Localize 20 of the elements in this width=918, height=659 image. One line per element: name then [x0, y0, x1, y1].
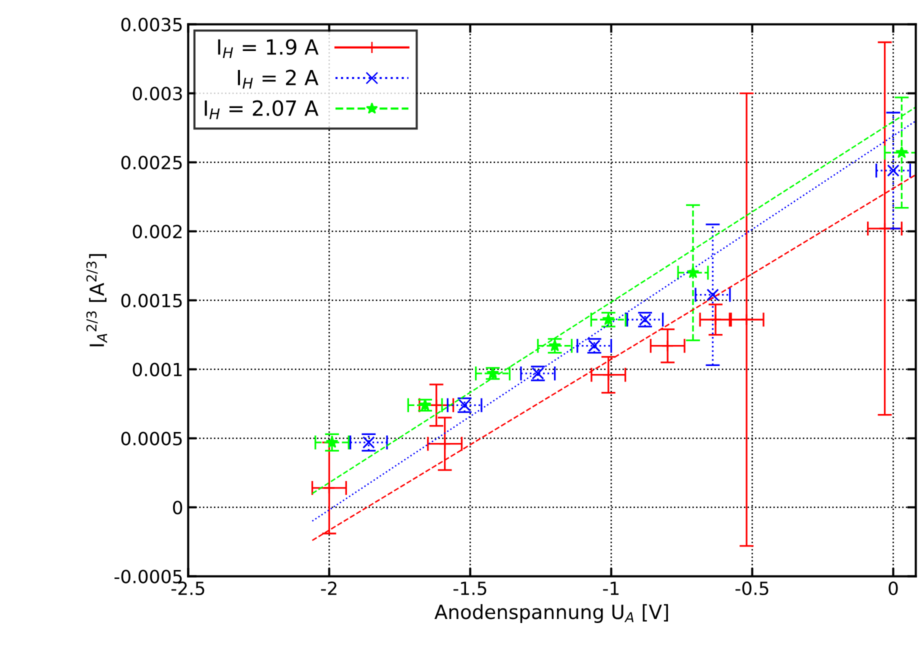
x-axis-title: Anodenspannung U$_{A}$ [V] [434, 604, 668, 624]
y-tick-label: 0.003 [132, 86, 182, 100]
y-tick-label: 0.0015 [121, 294, 182, 308]
x-tick-label: -0.5 [735, 581, 768, 596]
y-tick-label: 0.002 [132, 224, 182, 238]
y-tick-label: 0.0005 [121, 432, 182, 446]
x-tick-label: -1.5 [453, 582, 486, 596]
y-tick-label: -0.0005 [114, 570, 182, 584]
legend-label: I$_{H}$ = 2.07 A [204, 100, 318, 120]
y-axis-title: I$_{A}$$^{2/3}$ [A$^{2/3}$] [86, 254, 108, 346]
x-tick-label: -2.5 [171, 581, 204, 596]
x-tick-label: -2 [321, 581, 336, 595]
legend-label: I$_{H}$ = 1.9 A [218, 39, 319, 58]
y-tick-label: 0.0025 [121, 156, 182, 170]
y-tick-label: 0.001 [132, 362, 182, 376]
x-tick-label: 0 [888, 581, 898, 596]
y-tick-label: 0.0035 [121, 18, 182, 32]
x-tick-label: -1 [603, 582, 619, 595]
y-tick-label: 0 [173, 500, 182, 514]
legend-label: I$_{H}$ = 2 A [238, 70, 318, 89]
